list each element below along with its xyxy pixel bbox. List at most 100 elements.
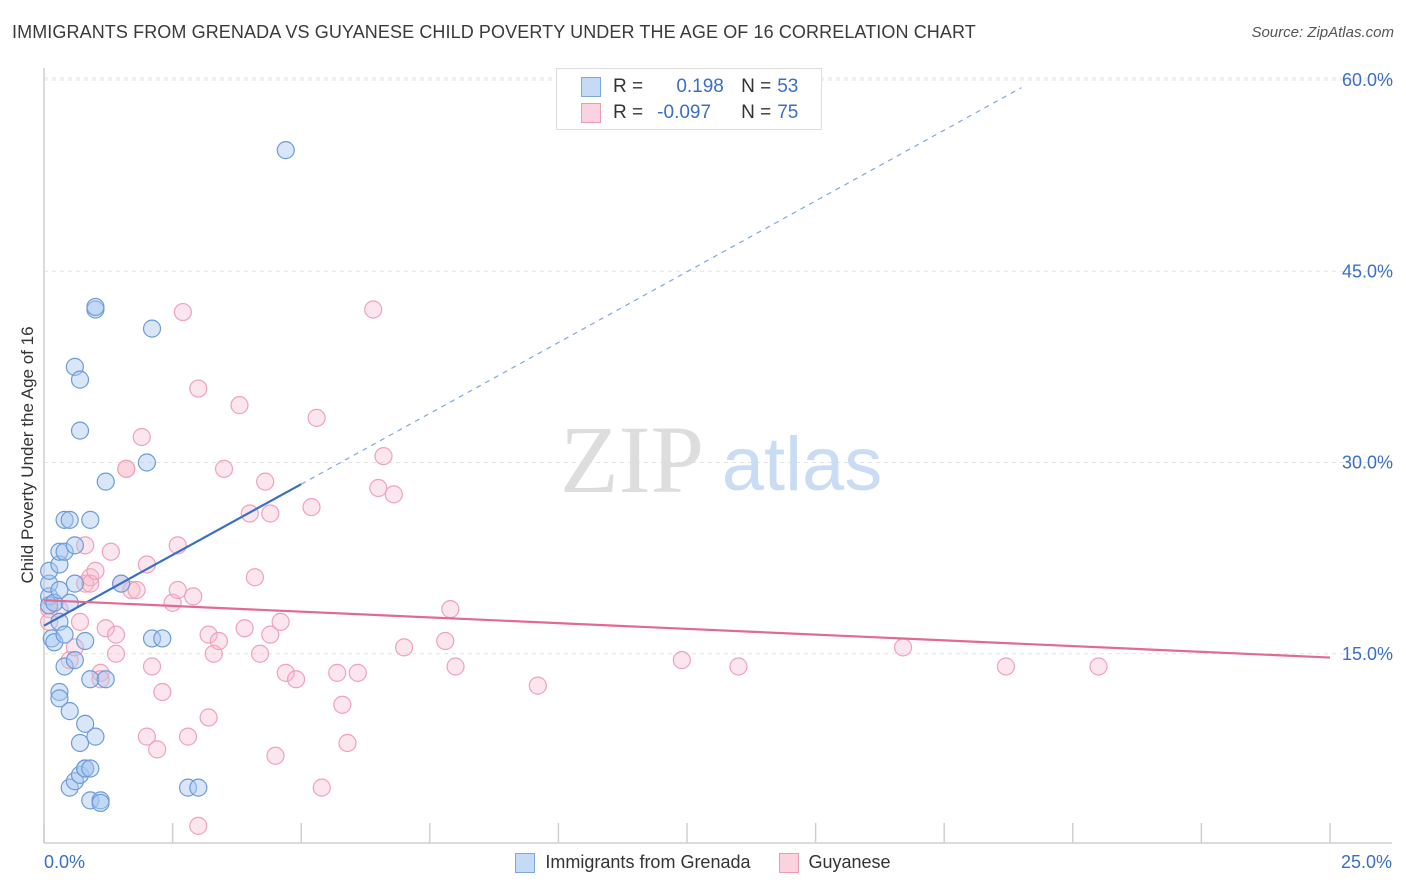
watermark-zip: ZIP xyxy=(560,406,704,513)
point-guyanese xyxy=(106,644,126,663)
point-grenada xyxy=(76,714,95,733)
point-guyanese xyxy=(446,657,465,676)
axes xyxy=(43,68,1392,844)
source-label: Source: ZipAtlas.com xyxy=(1251,24,1394,41)
legend-n-value: 53 xyxy=(777,76,799,97)
point-guyanese xyxy=(261,625,280,644)
legend-r-value: 0.198 xyxy=(676,76,724,97)
point-guyanese xyxy=(214,459,234,478)
point-guyanese xyxy=(132,427,151,447)
point-guyanese xyxy=(261,504,280,523)
point-guyanese xyxy=(364,300,383,319)
point-guyanese xyxy=(384,485,403,504)
point-guyanese xyxy=(312,778,331,797)
point-grenada xyxy=(142,319,162,338)
x-axis-max-label: 25.0% xyxy=(1340,852,1392,872)
legend-r-label: R = xyxy=(613,102,644,123)
trend-line-guyanese xyxy=(43,599,1331,659)
grid-lines xyxy=(44,77,1392,655)
legend-label-guyanese: Guyanese xyxy=(808,852,891,872)
point-grenada xyxy=(81,670,100,689)
point-grenada xyxy=(50,689,69,708)
point-grenada xyxy=(96,670,115,689)
point-guyanese xyxy=(117,459,136,478)
correlation-legend: R = 0.198 N = 53 R = -0.097 N = 75 xyxy=(556,68,822,130)
point-guyanese xyxy=(173,302,192,322)
point-grenada xyxy=(50,580,69,600)
series-legend: Immigrants from Grenada Guyanese xyxy=(0,852,1406,873)
point-guyanese xyxy=(189,816,208,835)
point-grenada xyxy=(178,778,198,797)
point-guyanese xyxy=(394,638,414,657)
point-grenada xyxy=(76,759,95,778)
point-grenada xyxy=(70,733,90,753)
y-tick-label: 15.0% xyxy=(1342,644,1393,664)
y-axis-label: Child Poverty Under the Age of 16 xyxy=(18,326,37,584)
point-guyanese xyxy=(184,587,203,606)
legend-n-value: 75 xyxy=(777,102,799,123)
legend-label-grenada: Immigrants from Grenada xyxy=(545,852,751,872)
point-grenada xyxy=(55,542,74,561)
point-guyanese xyxy=(369,478,388,498)
point-guyanese xyxy=(122,580,141,600)
point-grenada xyxy=(65,574,84,593)
point-guyanese xyxy=(441,600,460,619)
point-grenada xyxy=(81,759,100,778)
point-guyanese xyxy=(893,638,913,657)
y-tick-label: 60.0% xyxy=(1342,70,1393,90)
point-guyanese xyxy=(76,536,95,555)
point-guyanese xyxy=(142,657,162,676)
point-grenada xyxy=(65,536,84,555)
point-guyanese xyxy=(266,746,285,765)
point-guyanese xyxy=(230,396,249,415)
legend-swatch-pink xyxy=(581,103,601,123)
point-guyanese xyxy=(672,651,691,670)
point-grenada xyxy=(81,510,100,529)
point-grenada xyxy=(276,141,295,160)
point-grenada xyxy=(153,629,172,648)
point-guyanese xyxy=(250,644,270,663)
point-guyanese xyxy=(1089,657,1108,676)
point-grenada xyxy=(45,633,64,652)
point-grenada xyxy=(50,542,69,561)
y-tick-labels: 15.0% 30.0% 45.0% 60.0% xyxy=(1342,70,1393,664)
trend-line-grenada-extension xyxy=(300,87,1022,485)
point-guyanese xyxy=(276,663,295,682)
point-guyanese xyxy=(333,695,352,714)
point-grenada xyxy=(76,631,95,651)
point-guyanese xyxy=(91,670,110,689)
point-guyanese xyxy=(106,625,126,644)
legend-swatch-blue xyxy=(515,852,536,873)
point-grenada xyxy=(189,778,208,797)
legend-row-guyanese: R = -0.097 N = 75 xyxy=(581,100,798,126)
point-guyanese xyxy=(137,555,156,574)
trend-lines xyxy=(43,87,1331,659)
point-grenada xyxy=(70,421,90,440)
point-guyanese xyxy=(338,733,357,753)
point-guyanese xyxy=(374,447,393,466)
point-grenada xyxy=(142,629,162,648)
chart-title: IMMIGRANTS FROM GRENADA VS GUYANESE CHIL… xyxy=(12,22,976,42)
point-guyanese xyxy=(96,619,115,638)
point-grenada xyxy=(60,702,79,721)
point-guyanese xyxy=(528,676,547,695)
point-guyanese xyxy=(256,472,275,491)
point-guyanese xyxy=(199,708,218,727)
point-grenada xyxy=(60,510,79,529)
point-guyanese xyxy=(137,727,156,746)
point-guyanese xyxy=(70,612,90,631)
y-tick-label: 30.0% xyxy=(1342,453,1393,473)
point-grenada xyxy=(40,574,59,593)
point-guyanese xyxy=(996,657,1016,676)
point-guyanese xyxy=(729,657,748,676)
point-guyanese xyxy=(127,580,146,600)
point-guyanese xyxy=(286,670,306,689)
point-guyanese xyxy=(348,663,367,682)
point-guyanese xyxy=(189,379,208,398)
point-grenada xyxy=(96,472,115,491)
legend-n-label: N = xyxy=(741,76,772,97)
legend-swatch-pink xyxy=(778,852,799,873)
point-guyanese xyxy=(199,625,218,644)
point-guyanese xyxy=(148,740,167,759)
y-tick-label: 45.0% xyxy=(1342,261,1393,281)
